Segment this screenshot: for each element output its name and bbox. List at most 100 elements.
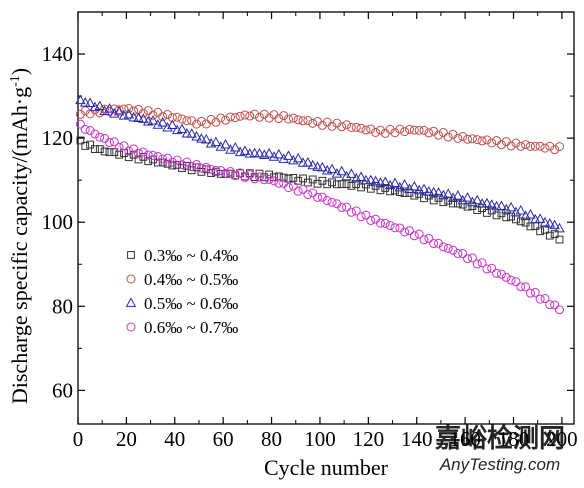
legend-marker — [126, 274, 136, 284]
data-point — [167, 113, 177, 123]
data-point — [351, 206, 361, 216]
data-point — [95, 145, 104, 153]
data-point — [414, 125, 424, 135]
data-point — [525, 141, 535, 151]
data-point — [433, 187, 444, 197]
data-point — [99, 105, 110, 116]
data-point — [158, 158, 167, 167]
data-point — [390, 223, 400, 233]
data-point — [182, 116, 192, 126]
series-2 — [75, 104, 564, 155]
data-point — [278, 153, 289, 163]
data-point — [400, 227, 410, 237]
data-point — [90, 129, 100, 139]
data-point — [288, 113, 298, 123]
data-point — [505, 201, 517, 212]
data-point — [303, 190, 313, 200]
data-point — [230, 141, 241, 152]
data-point — [496, 140, 506, 150]
data-point — [207, 169, 215, 177]
data-point — [467, 196, 478, 207]
data-point — [409, 231, 419, 241]
data-point — [472, 259, 482, 269]
data-point — [346, 168, 357, 178]
data-point — [75, 94, 86, 105]
data-point — [210, 136, 222, 147]
data-point — [371, 127, 381, 137]
data-point — [496, 269, 506, 279]
data-point — [317, 120, 327, 130]
y-tick-label: 80 — [52, 294, 73, 318]
data-point — [75, 119, 85, 129]
data-point — [536, 227, 545, 236]
data-point — [279, 111, 289, 121]
data-point — [254, 172, 264, 182]
data-point — [384, 179, 396, 190]
axes: 0 20 40 60 80 100 120 140 160 180 200 60 80 100 120 140 — [42, 11, 578, 451]
data-point — [283, 114, 293, 124]
data-point — [263, 147, 275, 158]
data-point — [472, 135, 482, 145]
data-point — [443, 243, 453, 253]
data-point — [274, 114, 284, 124]
data-point — [478, 204, 486, 212]
data-point — [292, 152, 304, 163]
data-point — [220, 139, 231, 149]
data-point — [123, 109, 135, 119]
data-point — [167, 119, 178, 130]
data-point — [429, 239, 439, 249]
data-point — [143, 106, 153, 116]
data-point — [158, 112, 168, 122]
data-point — [182, 161, 191, 170]
data-point — [104, 103, 115, 113]
data-point — [554, 305, 564, 315]
data-point — [540, 143, 550, 153]
data-point — [177, 160, 187, 170]
data-point — [158, 154, 168, 164]
data-point — [399, 178, 410, 189]
data-point — [216, 166, 226, 176]
series-3 — [75, 94, 565, 233]
data-point — [419, 235, 429, 245]
data-point — [386, 187, 395, 196]
watermark-en: AnyTesting.com — [439, 455, 560, 474]
data-point — [434, 193, 443, 202]
data-point — [400, 127, 410, 137]
data-point — [196, 133, 207, 143]
data-point — [467, 134, 477, 144]
data-point — [389, 177, 401, 187]
data-point — [124, 146, 134, 156]
x-tick-label: 140 — [401, 427, 433, 451]
data-point — [424, 128, 434, 138]
data-point — [404, 124, 414, 134]
data-point — [172, 112, 182, 122]
data-point — [298, 116, 308, 126]
data-point — [342, 202, 352, 212]
data-point — [448, 245, 458, 255]
data-point — [245, 111, 255, 121]
data-point — [361, 125, 371, 135]
data-point — [196, 163, 206, 173]
data-point — [442, 188, 454, 198]
data-point — [545, 141, 555, 151]
data-point — [230, 171, 240, 181]
data-point — [404, 183, 415, 194]
legend-marker — [126, 322, 136, 332]
data-point — [424, 233, 434, 243]
legend-label: 0.6‰ ~ 0.7‰ — [144, 318, 238, 337]
data-point — [530, 287, 540, 297]
data-point — [362, 180, 370, 189]
data-point — [178, 164, 186, 173]
data-point — [162, 121, 173, 132]
data-point — [375, 218, 385, 228]
data-point — [492, 268, 502, 278]
data-point — [337, 180, 346, 188]
data-point — [356, 212, 366, 222]
data-point — [473, 206, 482, 214]
data-point — [249, 147, 260, 158]
data-point — [463, 254, 473, 264]
data-point — [337, 202, 347, 212]
data-point — [240, 172, 250, 182]
data-point — [482, 264, 492, 274]
